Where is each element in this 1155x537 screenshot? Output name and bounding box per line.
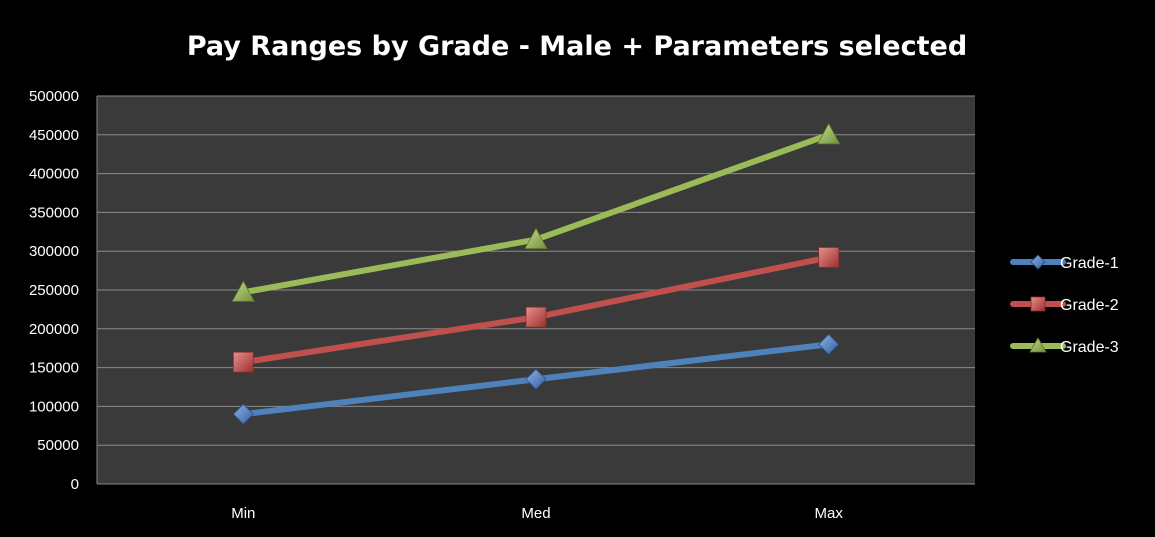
y-tick-label: 400000	[29, 166, 79, 183]
y-tick-label: 150000	[29, 360, 79, 377]
legend-label: Grade-1	[1060, 255, 1119, 272]
legend-label: Grade-2	[1060, 297, 1119, 314]
data-markers	[231, 122, 841, 425]
y-tick-label: 300000	[29, 243, 79, 260]
data-point-grade-3	[524, 227, 548, 249]
y-tick-label: 350000	[29, 204, 79, 221]
y-axis-ticks: 0 50000 100000 150000 200000 250000 300000 3500…	[29, 88, 79, 493]
legend-marker-grade-3	[1029, 337, 1047, 353]
y-tick-label: 500000	[29, 88, 79, 105]
y-tick-label: 100000	[29, 398, 79, 415]
legend-label: Grade-3	[1060, 339, 1119, 356]
x-tick-label: Max	[814, 505, 843, 522]
legend: Grade-1 Grade-2 Grade-3	[1010, 254, 1119, 356]
data-point-grade-1	[818, 333, 840, 355]
y-tick-label: 0	[71, 476, 79, 493]
y-tick-label: 200000	[29, 321, 79, 338]
data-point-grade-2	[525, 306, 547, 328]
data-point-grade-2	[232, 351, 254, 373]
legend-marker-grade-1	[1030, 254, 1046, 270]
chart-title: Pay Ranges by Grade - Male + Parameters …	[187, 31, 967, 62]
y-tick-label: 450000	[29, 127, 79, 144]
data-point-grade-3	[816, 122, 841, 145]
y-tick-label: 50000	[37, 437, 79, 454]
data-point-grade-3	[231, 280, 256, 302]
data-point-grade-2	[818, 247, 840, 268]
legend-marker-grade-2	[1030, 296, 1046, 312]
x-axis-ticks: Min Med Max	[231, 505, 843, 522]
data-point-grade-1	[232, 403, 254, 425]
x-tick-label: Min	[231, 505, 255, 522]
x-tick-label: Med	[521, 505, 550, 522]
data-point-grade-1	[525, 368, 547, 390]
y-tick-label: 250000	[29, 282, 79, 299]
